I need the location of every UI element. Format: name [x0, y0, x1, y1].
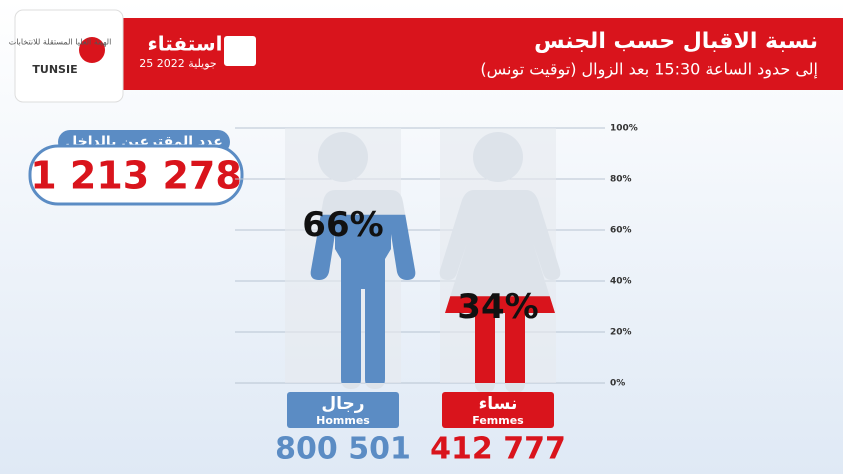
value-label: 66%	[302, 205, 383, 245]
value-label: 34%	[457, 287, 538, 327]
y-tick-label: 100%	[610, 124, 638, 134]
figure-head-bg	[318, 132, 368, 182]
chart-title: نسبة الاقبال حسب الجنس	[534, 29, 818, 54]
figure	[310, 214, 416, 383]
y-tick-label: 20%	[610, 328, 632, 338]
ballot-icon	[224, 36, 256, 66]
figure-head-bg	[473, 132, 523, 182]
logo-flag	[79, 37, 105, 63]
logo-abbr: TUNSIE	[32, 63, 77, 76]
y-tick-label: 60%	[610, 226, 632, 236]
category-label: رجال	[321, 394, 364, 414]
category-box	[442, 392, 554, 428]
total-value: 1 213 278	[30, 154, 242, 198]
figure-bg	[439, 190, 561, 393]
y-tick-label: 40%	[610, 277, 632, 287]
figure-body	[310, 214, 416, 383]
logo-card	[14, 9, 124, 103]
logo-text: الهيئة العليا المستقلة للانتخابات	[9, 38, 112, 47]
count-label: 412 777	[430, 432, 566, 467]
subtitle: إلى حدود الساعة 15:30 بعد الزوال (توقيت …	[480, 60, 818, 80]
total-box	[28, 144, 244, 206]
y-tick-label: 0%	[610, 379, 625, 389]
y-tick-label: 80%	[610, 175, 632, 185]
figure-body	[445, 296, 555, 383]
count-label: 800 501	[275, 432, 411, 467]
brand: استفتاء	[148, 32, 223, 56]
figure	[445, 296, 555, 383]
category-label-fr: Hommes	[316, 414, 370, 427]
category-label-fr: Femmes	[472, 414, 524, 427]
category-box	[287, 392, 399, 428]
category-label: نساء	[479, 394, 518, 414]
date: 25 جويلية 2022	[139, 57, 216, 70]
